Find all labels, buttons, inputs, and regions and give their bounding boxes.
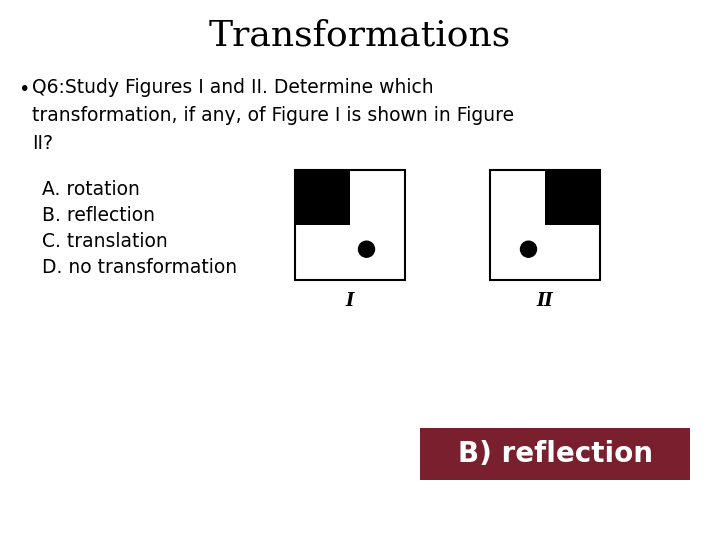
Text: B. reflection: B. reflection <box>42 206 155 225</box>
Text: •: • <box>18 80 30 99</box>
Bar <box>295 170 405 280</box>
Bar <box>420 428 690 480</box>
Text: A. rotation: A. rotation <box>42 180 140 199</box>
Text: Transformations: Transformations <box>209 18 511 52</box>
Circle shape <box>359 241 374 257</box>
Bar <box>295 170 350 225</box>
Text: B) reflection: B) reflection <box>457 440 652 468</box>
Circle shape <box>521 241 536 257</box>
Text: I: I <box>346 292 354 310</box>
Bar <box>545 170 600 225</box>
Text: Q6:Study Figures I and II. Determine which
transformation, if any, of Figure I i: Q6:Study Figures I and II. Determine whi… <box>32 78 514 153</box>
Text: D. no transformation: D. no transformation <box>42 258 237 277</box>
Text: C. translation: C. translation <box>42 232 168 251</box>
Text: II: II <box>536 292 554 310</box>
Bar <box>490 170 600 280</box>
